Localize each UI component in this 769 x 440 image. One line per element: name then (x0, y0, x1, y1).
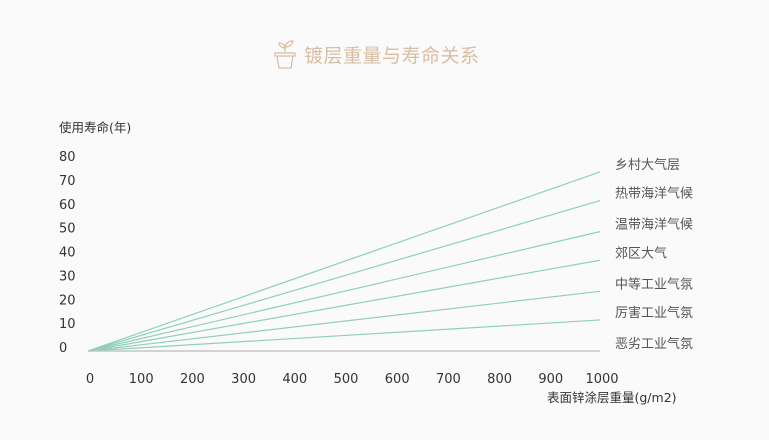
series-label: 郊区大气 (615, 245, 667, 261)
y-tick-label: 50 (59, 222, 76, 237)
y-tick-label: 0 (59, 341, 67, 356)
y-tick-label: 70 (59, 174, 76, 189)
x-tick-label: 700 (436, 372, 461, 387)
chart-title: 镀层重量与寿命关系 (304, 44, 480, 67)
y-tick-label: 10 (59, 317, 76, 332)
x-tick-label: 200 (180, 372, 205, 387)
series-label: 厉害工业气氛 (615, 305, 693, 321)
series-label: 热带海洋气候 (615, 186, 693, 202)
series-line (87, 231, 601, 352)
y-tick-label: 30 (59, 269, 76, 284)
y-tick-label: 80 (59, 150, 76, 165)
series-label: 恶劣工业气氛 (615, 336, 693, 352)
series-line (87, 200, 601, 352)
y-tick-label: 60 (59, 198, 76, 213)
x-tick-label: 900 (538, 372, 563, 387)
series-line (87, 259, 601, 352)
series-label: 乡村大气层 (615, 157, 680, 173)
x-tick-label: 400 (282, 372, 307, 387)
x-tick-label: 0 (86, 372, 94, 387)
series-label: 温带海洋气候 (615, 217, 693, 233)
series-label: 中等工业气氛 (615, 276, 693, 292)
x-tick-label: 800 (487, 372, 512, 387)
x-axis-label: 表面锌涂层重量(g/m2) (547, 390, 677, 405)
series-line (87, 290, 601, 352)
y-tick-label: 20 (59, 293, 76, 308)
x-tick-label: 100 (129, 372, 154, 387)
x-tick-label: 500 (334, 372, 359, 387)
y-tick-label: 40 (59, 246, 76, 261)
chart-title-group: 镀层重量与寿命关系 (272, 38, 480, 70)
series-line (87, 319, 601, 352)
x-tick-label: 300 (231, 372, 256, 387)
series-line (87, 171, 601, 352)
plant-pot-icon (274, 40, 296, 69)
x-tick-label: 600 (385, 372, 410, 387)
x-tick-label: 1000 (585, 372, 618, 387)
y-axis-label: 使用寿命(年) (59, 120, 131, 135)
